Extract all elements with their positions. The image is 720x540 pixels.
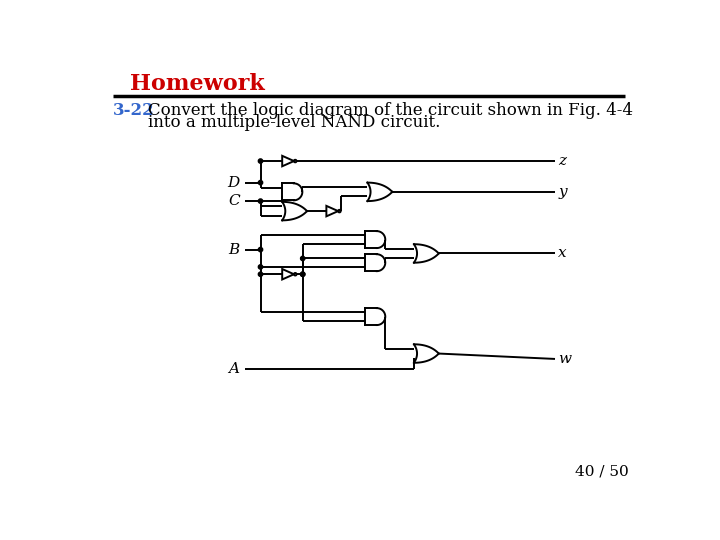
Circle shape (258, 272, 263, 276)
Text: z: z (558, 154, 566, 168)
Text: 3-22: 3-22 (113, 102, 155, 119)
Circle shape (300, 256, 305, 261)
Text: y: y (558, 185, 567, 199)
Circle shape (258, 159, 263, 163)
Text: C: C (228, 194, 240, 208)
Circle shape (258, 247, 263, 252)
Circle shape (258, 199, 263, 203)
Circle shape (294, 273, 297, 275)
Text: 40 / 50: 40 / 50 (575, 464, 629, 478)
Circle shape (258, 180, 263, 185)
Circle shape (258, 265, 263, 269)
Text: w: w (558, 352, 571, 366)
Circle shape (294, 160, 297, 163)
Circle shape (300, 272, 305, 276)
Text: Homework: Homework (130, 73, 265, 95)
Circle shape (300, 272, 305, 276)
Text: x: x (558, 246, 567, 260)
Circle shape (338, 210, 341, 212)
Text: Convert the logic diagram of the circuit shown in Fig. 4-4: Convert the logic diagram of the circuit… (148, 102, 633, 119)
Text: into a multiple-level NAND circuit.: into a multiple-level NAND circuit. (148, 114, 441, 131)
Text: D: D (228, 176, 240, 190)
Text: A: A (228, 362, 240, 376)
Text: B: B (228, 242, 240, 256)
